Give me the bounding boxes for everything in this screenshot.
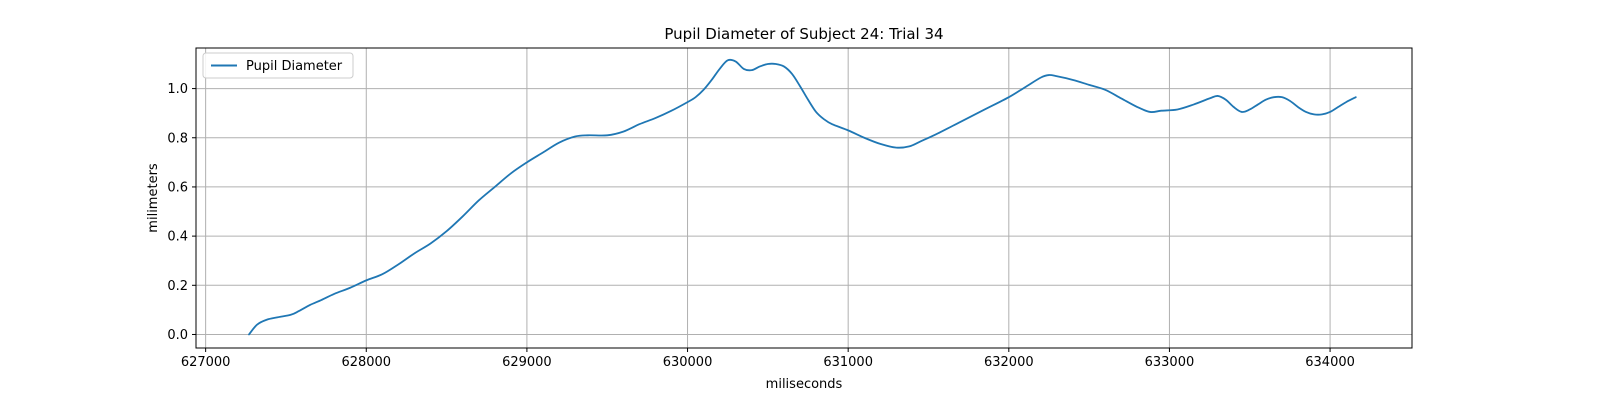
grid-lines: [196, 48, 1412, 348]
y-tick-label: 1.0: [167, 82, 188, 97]
x-tick-label: 628000: [341, 355, 391, 370]
chart-title: Pupil Diameter of Subject 24: Trial 34: [664, 25, 943, 43]
y-tick-label: 0.8: [167, 131, 188, 146]
series-line-pupil-diameter: [248, 58, 1357, 336]
x-tick-label: 630000: [663, 355, 713, 370]
x-tick-label: 634000: [1305, 355, 1355, 370]
y-tick-label: 0.0: [167, 328, 188, 343]
y-axis-label: milimeters: [146, 163, 161, 233]
legend-box: [202, 52, 354, 79]
x-tick-label: 632000: [984, 355, 1034, 370]
series-layer: [248, 58, 1357, 336]
plot-frame: [195, 47, 1413, 349]
x-tick-label: 631000: [823, 355, 873, 370]
legend-entry-label: Pupil Diameter: [246, 59, 343, 74]
x-tick-label: 629000: [502, 355, 552, 370]
y-tick-label: 0.2: [167, 279, 188, 294]
y-tick-label: 0.6: [167, 180, 188, 195]
y-tick-label: 0.4: [167, 230, 188, 245]
y-axis-ticks: 0.0 0.2 0.4 0.6 0.8 1.0: [167, 82, 196, 343]
legend: Pupil Diameter: [202, 52, 354, 79]
x-tick-label: 627000: [181, 355, 231, 370]
x-axis-ticks: 627000 628000 629000 630000 631000 632000 6330…: [181, 348, 1355, 370]
x-axis-label: miliseconds: [766, 377, 843, 392]
x-tick-label: 633000: [1145, 355, 1195, 370]
